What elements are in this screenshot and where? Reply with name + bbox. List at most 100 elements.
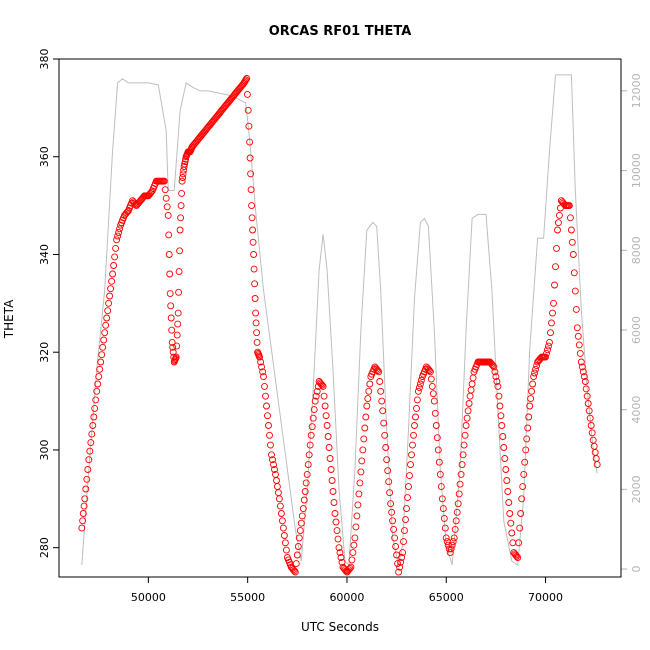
theta-point-interp xyxy=(296,527,304,535)
theta-point-interp xyxy=(106,292,114,300)
theta-point xyxy=(109,270,117,278)
theta-point-interp xyxy=(169,348,177,356)
theta-point-interp xyxy=(249,238,257,246)
theta-point-interp xyxy=(400,538,407,546)
theta-point-interp xyxy=(532,365,540,373)
theta-point xyxy=(174,309,182,317)
theta-point xyxy=(407,461,414,469)
theta-point-interp xyxy=(317,380,325,388)
theta-point-interp xyxy=(325,444,333,451)
theta-point-interp xyxy=(378,397,386,405)
theta-point-interp xyxy=(583,392,591,400)
theta-point xyxy=(446,549,454,557)
theta-point-interp xyxy=(293,551,301,559)
theta-point-interp xyxy=(277,510,285,517)
theta-point-interp xyxy=(336,549,344,557)
theta-point-interp xyxy=(104,307,112,315)
theta-point-interp xyxy=(348,556,356,564)
theta-point-interp xyxy=(552,263,559,271)
theta-point-interp xyxy=(356,479,364,487)
theta-point-interp xyxy=(350,541,358,549)
theta-point-interp xyxy=(544,346,551,354)
theta-point-interp xyxy=(384,467,392,475)
theta-point-interp xyxy=(582,385,590,393)
theta-point xyxy=(180,163,188,170)
theta-point xyxy=(81,495,89,503)
theta-point-interp xyxy=(80,502,88,510)
theta-point-interp xyxy=(364,395,372,403)
theta-point-interp xyxy=(548,319,555,327)
theta-point-interp xyxy=(166,270,174,278)
theta-point-interp xyxy=(425,367,433,374)
theta-point-interp xyxy=(247,186,255,194)
theta-point-interp xyxy=(501,455,509,462)
theta-point-interp xyxy=(528,387,536,395)
theta-point xyxy=(311,397,319,405)
theta-point-interp xyxy=(176,247,184,255)
theta-point xyxy=(252,309,260,317)
theta-point-interp xyxy=(165,251,173,258)
theta-point xyxy=(498,422,506,429)
y2-tick-label: 2000 xyxy=(630,475,643,503)
theta-point-interp xyxy=(447,545,455,553)
theta-point xyxy=(299,505,307,513)
theta-point-interp xyxy=(467,386,475,394)
theta-point-interp xyxy=(590,442,598,450)
theta-point xyxy=(97,358,105,366)
theta-point xyxy=(250,251,258,258)
theta-point-interp xyxy=(382,444,390,451)
theta-point-interp xyxy=(352,523,360,531)
theta-point-interp xyxy=(529,380,537,388)
theta-point-interp xyxy=(83,475,91,483)
theta-point-interp xyxy=(182,155,190,163)
theta-point xyxy=(383,456,391,464)
theta-point xyxy=(430,397,438,405)
theta-point-interp xyxy=(102,321,110,329)
theta-point-interp xyxy=(386,489,394,497)
theta-point xyxy=(518,495,526,503)
theta-point-interp xyxy=(456,480,464,488)
theta-point-interp xyxy=(178,189,186,197)
theta-point-interp xyxy=(304,461,312,469)
theta-point-interp xyxy=(116,225,124,233)
theta-point-interp xyxy=(90,413,98,421)
theta-point-interp xyxy=(108,277,116,285)
theta-point-interp xyxy=(381,431,389,439)
theta-point-interp xyxy=(405,483,412,491)
theta-point-interp xyxy=(245,122,253,130)
theta-point-interp xyxy=(251,280,259,288)
theta-point-interp xyxy=(523,435,531,443)
theta-point xyxy=(581,378,589,385)
theta-point-interp xyxy=(242,76,250,84)
theta-point-interp xyxy=(310,406,318,414)
theta-point-interp xyxy=(249,226,257,234)
theta-point xyxy=(387,500,395,508)
theta-point-interp xyxy=(417,376,425,384)
theta-point xyxy=(359,446,367,454)
theta-point xyxy=(395,568,403,576)
theta-point-interp xyxy=(463,414,471,422)
x-tick-label: 50000 xyxy=(131,591,166,604)
theta-point xyxy=(458,461,466,469)
theta-point-interp xyxy=(513,552,521,560)
theta-point xyxy=(295,534,303,542)
theta-point-interp xyxy=(464,407,472,415)
theta-point-interp xyxy=(362,413,370,421)
theta-point xyxy=(403,505,410,513)
theta-point-interp xyxy=(99,343,107,351)
theta-point-interp xyxy=(497,412,505,420)
theta-point-interp xyxy=(568,238,576,246)
x-tick-label: 55000 xyxy=(230,591,265,604)
theta-point-interp xyxy=(459,451,467,459)
theta-point-interp xyxy=(492,373,500,381)
theta-point-interp xyxy=(243,90,251,98)
theta-point-interp xyxy=(576,349,584,357)
theta-point-interp xyxy=(290,567,298,575)
theta-point-interp xyxy=(259,368,267,376)
chart-title: ORCAS RF01 THETA xyxy=(269,24,412,39)
theta-point xyxy=(391,534,399,542)
theta-point-interp xyxy=(312,392,320,400)
theta-point-interp xyxy=(578,363,586,371)
theta-point-interp xyxy=(322,412,330,420)
theta-point-interp xyxy=(328,477,336,484)
